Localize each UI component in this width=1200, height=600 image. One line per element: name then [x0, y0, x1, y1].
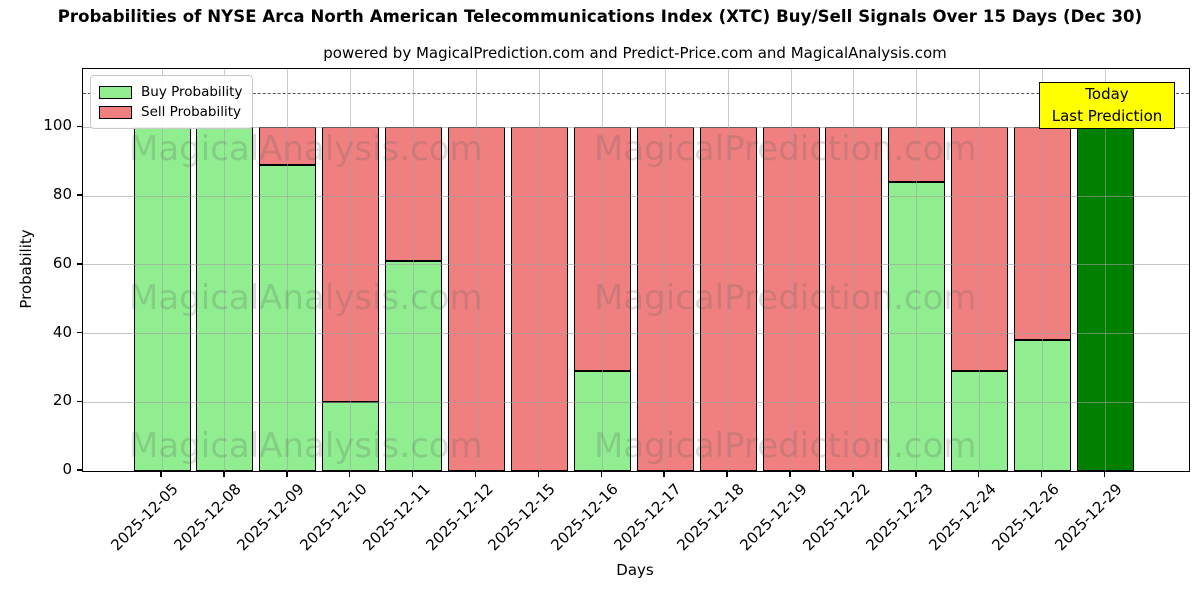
x-tick-mark [663, 471, 665, 477]
h-gridline [83, 333, 1189, 335]
legend-swatch [99, 105, 132, 119]
annotation-line1: Today [1085, 85, 1129, 103]
chart-title: Probabilities of NYSE Arca North America… [57, 7, 1143, 26]
legend-item: Sell Probability [99, 102, 242, 122]
y-tick-mark [77, 263, 82, 265]
x-tick-mark [411, 471, 414, 477]
y-tick-mark [77, 194, 82, 196]
v-gridline [1042, 69, 1044, 471]
v-gridline [287, 69, 289, 471]
x-tick-mark [286, 471, 288, 477]
x-tick-mark [474, 471, 477, 477]
watermark-text: MagicalAnalysis.com [129, 426, 483, 466]
v-gridline [476, 69, 477, 471]
x-tick-mark [1103, 471, 1106, 477]
y-tick-label: 20 [52, 391, 72, 410]
v-gridline [161, 69, 163, 471]
dashed-threshold-line [83, 93, 1189, 95]
y-tick-mark [77, 331, 82, 334]
v-gridline [1105, 69, 1106, 471]
v-gridline [413, 69, 415, 471]
y-tick-mark [77, 400, 82, 403]
legend-item: Buy Probability [99, 82, 242, 102]
x-tick-mark [223, 471, 225, 477]
watermark-text: MagicalAnalysis.com [129, 278, 483, 318]
legend-swatch [99, 85, 132, 99]
annotation-line2: Last Prediction [1051, 106, 1163, 125]
y-tick-label: 100 [43, 116, 72, 135]
v-gridline [350, 69, 352, 471]
y-tick-label: 80 [52, 185, 72, 204]
x-tick-mark [600, 471, 603, 477]
chart-subtitle: powered by MagicalPrediction.com and Pre… [323, 44, 947, 62]
v-gridline [790, 69, 792, 471]
y-tick-mark [77, 125, 82, 128]
x-tick-mark [348, 471, 351, 477]
y-tick-mark [77, 469, 82, 471]
x-tick-mark [1040, 471, 1043, 477]
y-tick-label: 40 [52, 322, 72, 341]
x-tick-mark [852, 471, 854, 477]
x-tick-mark [160, 471, 162, 477]
x-tick-mark [537, 471, 540, 477]
v-gridline [727, 69, 729, 471]
v-gridline [601, 69, 603, 471]
v-gridline [916, 69, 918, 471]
v-gridline [664, 69, 666, 471]
v-gridline [224, 69, 226, 471]
x-tick-mark [789, 471, 791, 477]
v-gridline [853, 69, 855, 471]
plot-area: Buy Probability Sell Probability Today La… [82, 68, 1190, 472]
y-tick-label: 60 [52, 253, 72, 272]
watermark-text: MagicalPrediction.com [594, 426, 977, 466]
watermark-text: MagicalAnalysis.com [129, 129, 483, 169]
legend-label: Sell Probability [141, 104, 242, 120]
v-gridline [538, 69, 540, 471]
h-gridline [83, 264, 1189, 266]
v-gridline [979, 69, 981, 471]
x-tick-mark [977, 471, 980, 477]
x-axis-label: Days [616, 561, 654, 579]
x-tick-mark [915, 471, 917, 477]
x-tick-mark [726, 471, 728, 477]
h-gridline [83, 195, 1189, 197]
legend-label: Buy Probability [141, 84, 243, 100]
watermark-text: MagicalPrediction.com [594, 129, 977, 169]
legend: Buy Probability Sell Probability [90, 75, 254, 129]
h-gridline [83, 401, 1189, 403]
today-annotation: Today Last Prediction [1039, 82, 1175, 129]
h-gridline [83, 126, 1189, 128]
y-tick-label: 0 [62, 460, 72, 478]
x-tick-label: 2025-12-05 [107, 480, 182, 555]
watermark-text: MagicalPrediction.com [594, 278, 977, 318]
